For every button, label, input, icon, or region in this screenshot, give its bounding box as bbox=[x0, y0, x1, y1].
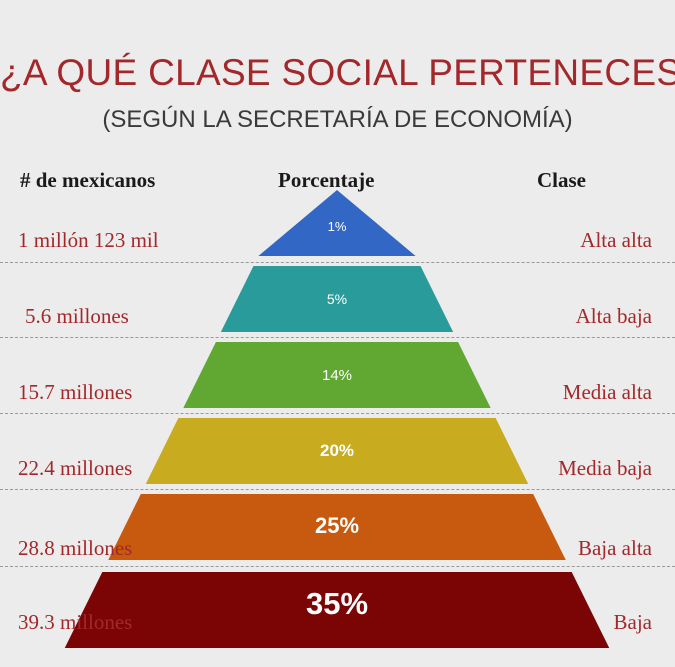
row-divider bbox=[0, 413, 675, 414]
percent-label-4: 20% bbox=[320, 441, 354, 460]
header-clase: Clase bbox=[537, 168, 586, 192]
clase-label-3: Media alta bbox=[562, 380, 652, 404]
clase-label-4: Media baja bbox=[558, 456, 652, 480]
percent-label-3: 14% bbox=[322, 367, 352, 384]
pyramid-level-3 bbox=[183, 342, 491, 408]
clase-label-5: Baja alta bbox=[577, 536, 652, 560]
count-label-1: 1 millón 123 mil bbox=[18, 228, 159, 252]
pyramid-level-2 bbox=[220, 266, 454, 332]
header-percent: Porcentaje bbox=[278, 168, 375, 192]
percent-label-1: 1% bbox=[328, 219, 347, 234]
row-divider bbox=[0, 337, 675, 338]
page-subtitle: (SEGÚN LA SECRETARÍA DE ECONOMÍA) bbox=[102, 106, 573, 133]
count-label-6: 39.3 millones bbox=[18, 610, 133, 634]
row-divider bbox=[0, 262, 675, 263]
pyramid-level-4 bbox=[145, 418, 529, 484]
page-title: ¿A QUÉ CLASE SOCIAL PERTENECES ? bbox=[0, 52, 675, 93]
row-divider bbox=[0, 566, 675, 567]
percent-label-6: 35% bbox=[306, 586, 368, 621]
count-label-5: 28.8 millones bbox=[18, 536, 133, 560]
clase-label-1: Alta alta bbox=[580, 228, 652, 252]
clase-label-2: Alta baja bbox=[575, 304, 652, 328]
count-label-4: 22.4 millones bbox=[18, 456, 133, 480]
count-label-3: 15.7 millones bbox=[18, 380, 133, 404]
header-count: # de mexicanos bbox=[20, 168, 156, 192]
percent-label-2: 5% bbox=[327, 291, 347, 307]
percent-label-5: 25% bbox=[315, 513, 359, 538]
pyramid-level-5 bbox=[108, 494, 566, 560]
row-divider bbox=[0, 489, 675, 490]
pyramid-level-1 bbox=[258, 190, 416, 256]
count-label-2: 5.6 millones bbox=[25, 304, 129, 328]
clase-label-6: Baja bbox=[613, 610, 652, 634]
pyramid-level-6 bbox=[64, 572, 610, 648]
